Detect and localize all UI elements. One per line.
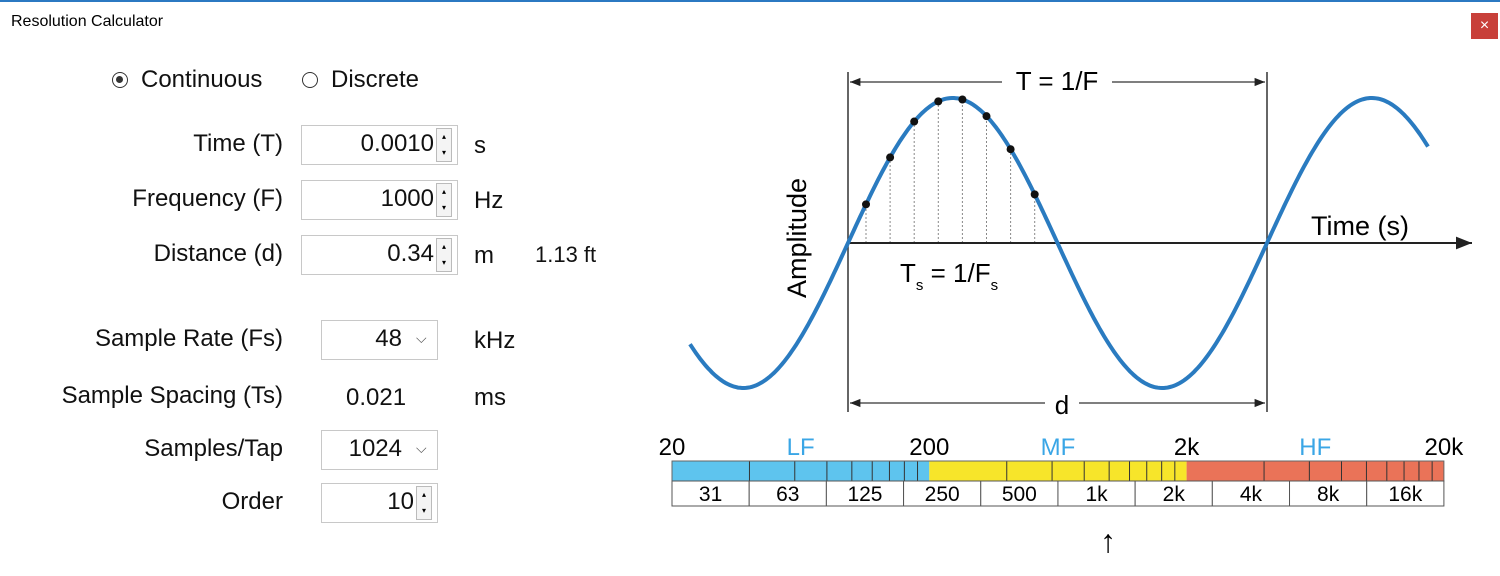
octave-cell xyxy=(671,480,750,507)
label-bg xyxy=(1002,66,1112,96)
computed-value: 0.021 xyxy=(346,384,407,411)
sample-period-label: Ts = 1/Fs xyxy=(900,258,998,294)
field-label: Samples/Tap xyxy=(144,435,283,462)
radio-button[interactable] xyxy=(302,72,318,88)
octave-label: 500 xyxy=(1002,483,1037,506)
spinner[interactable]: ▴ ▾ xyxy=(436,183,452,217)
dropdown[interactable] xyxy=(321,320,438,360)
unit-label: ms xyxy=(474,384,506,411)
radio-label[interactable]: Continuous xyxy=(141,66,263,93)
octave-label: 2k xyxy=(1163,483,1186,506)
band-region xyxy=(672,461,930,481)
octave-cell xyxy=(825,480,905,507)
dropdown-arrow[interactable]: ⌵ xyxy=(416,440,427,456)
field-label: Time (T) xyxy=(193,130,283,157)
octave-label: 125 xyxy=(847,483,882,506)
unit-label: s xyxy=(474,132,486,159)
number-input[interactable] xyxy=(301,180,458,220)
subscript: s xyxy=(916,277,924,294)
octave-label: 8k xyxy=(1317,483,1340,506)
octave-cell xyxy=(1289,480,1368,507)
window-border xyxy=(0,0,1500,2)
input-value: 0.0010 xyxy=(360,130,434,157)
octave-label: 4k xyxy=(1240,483,1263,506)
spinner[interactable]: ▴ ▾ xyxy=(436,128,452,162)
field-label: Sample Spacing (Ts) xyxy=(61,382,283,409)
octave-cell xyxy=(1211,480,1291,507)
input-value: 48 xyxy=(375,325,402,352)
sample-dot xyxy=(934,97,943,106)
band-edge-label: 20k xyxy=(1425,434,1465,461)
input-value: 1000 xyxy=(380,185,434,212)
form-panel: Continuous Discrete Time (T) 0.0010 ▴ ▾ s Frequ… xyxy=(0,0,640,576)
unit-label: m xyxy=(474,242,494,269)
octave-label: 63 xyxy=(776,483,799,506)
input-value: 1024 xyxy=(348,435,402,462)
period-label: T = 1/F xyxy=(1016,66,1099,96)
octave-cell xyxy=(903,480,982,507)
octave-label: 16k xyxy=(1388,483,1422,506)
sample-dot xyxy=(886,153,895,162)
spinner[interactable]: ▴ ▾ xyxy=(416,486,432,520)
close-button[interactable]: × xyxy=(1471,13,1498,39)
converted-value: 1.13 ft xyxy=(535,242,597,267)
distance-label: d xyxy=(1055,390,1069,420)
band-region-name: HF xyxy=(1299,434,1331,461)
octave-label: 250 xyxy=(925,483,960,506)
unit-label: Hz xyxy=(474,187,504,214)
spinner[interactable]: ▴ ▾ xyxy=(436,238,452,272)
field-label: Sample Rate (Fs) xyxy=(94,325,283,352)
sample-dot xyxy=(1006,145,1015,154)
diagram: T = 1/F d Time (s) Amplitude Ts = 1/Fs 20 200 2… xyxy=(659,66,1472,559)
radio-label[interactable]: Discrete xyxy=(331,66,420,93)
dropdown-arrow[interactable]: ⌵ xyxy=(416,330,427,346)
label-part: = 1/F xyxy=(923,258,990,288)
dropdown[interactable] xyxy=(321,430,438,470)
band-region xyxy=(1186,461,1444,481)
band-edge-label: 2k xyxy=(1174,434,1200,461)
window-title: Resolution Calculator xyxy=(11,13,164,30)
band-region-name: MF xyxy=(1041,434,1076,461)
octave-label: 1k xyxy=(1085,483,1108,506)
field-label: Distance (d) xyxy=(153,240,283,267)
number-input[interactable] xyxy=(301,235,458,275)
number-input[interactable] xyxy=(301,125,458,165)
y-axis-label: Amplitude xyxy=(782,178,812,298)
octave-label: 31 xyxy=(699,483,722,506)
sine-wave xyxy=(688,96,1430,390)
subscript: s xyxy=(991,277,999,294)
band-region-name: LF xyxy=(787,434,815,461)
band-marker: ↑ xyxy=(1100,523,1116,559)
octave-cell xyxy=(980,480,1059,507)
sample-dot xyxy=(862,200,870,209)
band-edge-label: 200 xyxy=(909,434,949,461)
octave-cell xyxy=(748,480,827,507)
field-label: Frequency (F) xyxy=(132,185,283,212)
sample-dot xyxy=(910,117,919,126)
label-bg xyxy=(1045,388,1079,418)
octave-cell xyxy=(1366,480,1445,507)
input-value: 10 xyxy=(387,488,414,515)
radio-button[interactable] xyxy=(112,72,128,88)
input-value: 0.34 xyxy=(387,240,434,267)
field-label: Order xyxy=(221,488,283,515)
band-edge-label: 20 xyxy=(659,434,686,461)
x-axis-label: Time (s) xyxy=(1311,211,1409,241)
sample-dot xyxy=(958,95,967,104)
band-region xyxy=(929,461,1187,481)
unit-label: kHz xyxy=(474,327,516,354)
sample-dot xyxy=(982,112,991,121)
octave-cell xyxy=(1134,480,1213,507)
label-part: T xyxy=(900,258,916,288)
sample-dot xyxy=(1030,190,1039,199)
